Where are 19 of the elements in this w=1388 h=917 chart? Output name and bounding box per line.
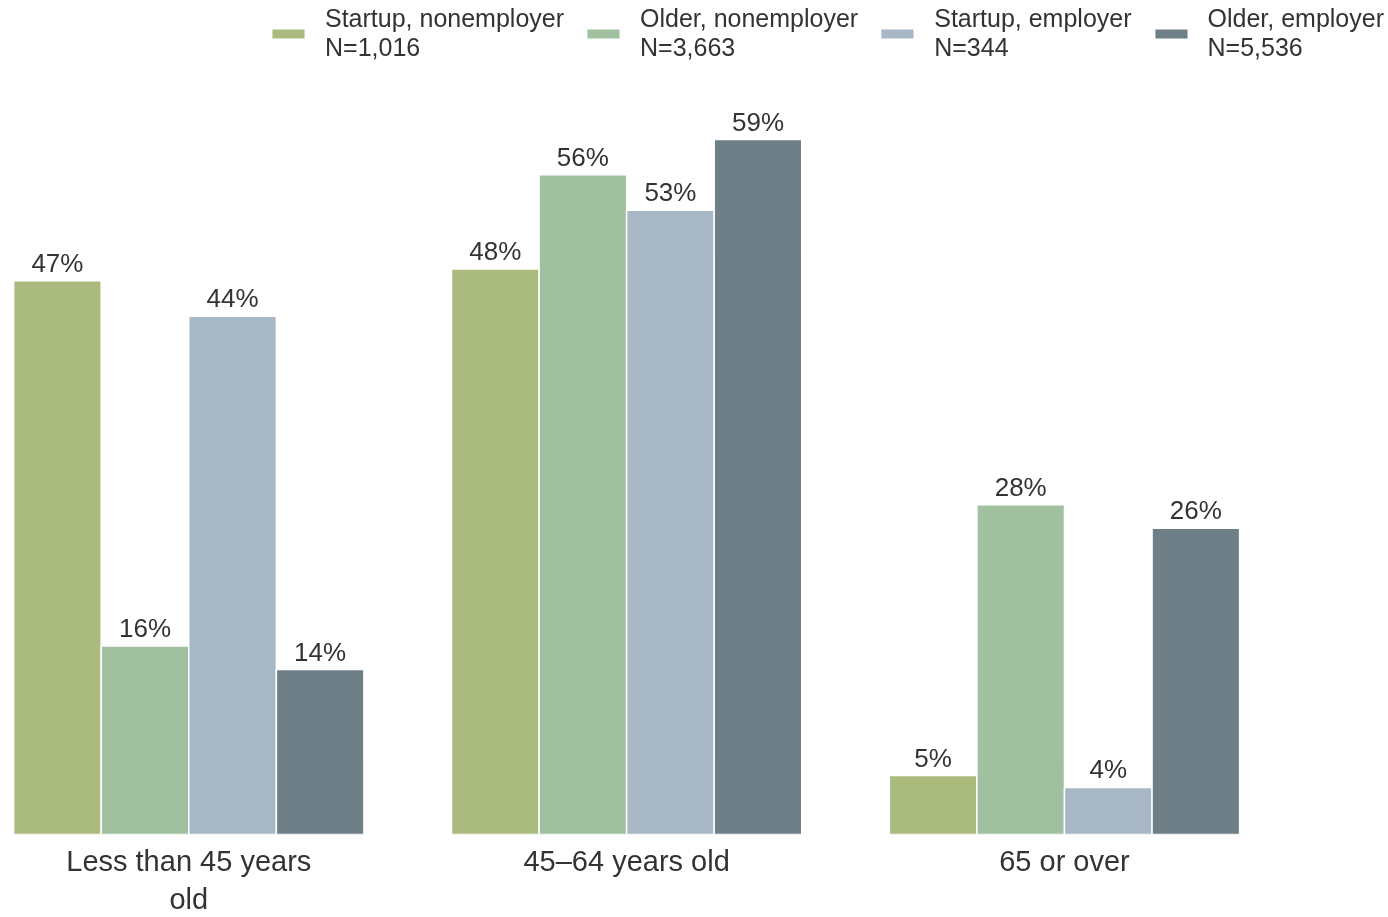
data-label: 16%	[118, 613, 172, 644]
data-label: 4%	[1089, 754, 1128, 785]
x-tick-label: 65 or over	[999, 844, 1131, 877]
data-label: 48%	[469, 236, 522, 267]
legend-label: Older, nonemployer N=3,663	[640, 4, 859, 62]
data-label: 47%	[31, 247, 84, 278]
data-label: 44%	[206, 283, 259, 314]
data-label: 53%	[644, 177, 697, 208]
x-tick-label: 45–64 years old	[523, 844, 730, 877]
legend-label: Startup, nonemployer N=1,016	[324, 4, 565, 62]
data-label: 14%	[294, 636, 347, 667]
data-label: 26%	[1169, 495, 1222, 526]
legend-label: Older, employer N=5,536	[1207, 4, 1384, 62]
data-label: 28%	[994, 471, 1047, 502]
data-label: 59%	[731, 106, 785, 137]
legend-label: Startup, employer N=344	[934, 4, 1132, 62]
data-label: 56%	[556, 141, 609, 172]
x-tick-label: Less than 45 years old	[66, 844, 312, 915]
data-label: 5%	[914, 742, 952, 773]
